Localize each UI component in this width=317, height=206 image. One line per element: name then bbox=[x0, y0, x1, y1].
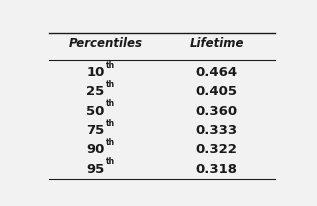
Text: 0.360: 0.360 bbox=[196, 104, 237, 117]
Text: 50: 50 bbox=[86, 104, 105, 117]
Text: th: th bbox=[106, 138, 115, 147]
Text: 25: 25 bbox=[87, 85, 105, 98]
Text: 0.322: 0.322 bbox=[196, 143, 237, 156]
Text: th: th bbox=[106, 157, 115, 166]
Text: 0.318: 0.318 bbox=[196, 163, 237, 176]
Text: 0.464: 0.464 bbox=[196, 66, 237, 79]
Text: 75: 75 bbox=[87, 124, 105, 137]
Text: 0.405: 0.405 bbox=[196, 85, 237, 98]
Text: th: th bbox=[106, 61, 115, 70]
Text: 95: 95 bbox=[87, 163, 105, 176]
Text: 90: 90 bbox=[86, 143, 105, 156]
Text: Percentiles: Percentiles bbox=[69, 37, 143, 50]
Text: th: th bbox=[106, 99, 115, 108]
Text: 10: 10 bbox=[86, 66, 105, 79]
Text: th: th bbox=[106, 80, 115, 89]
Text: Lifetime: Lifetime bbox=[189, 37, 244, 50]
Text: 0.333: 0.333 bbox=[196, 124, 237, 137]
Text: th: th bbox=[106, 119, 115, 128]
